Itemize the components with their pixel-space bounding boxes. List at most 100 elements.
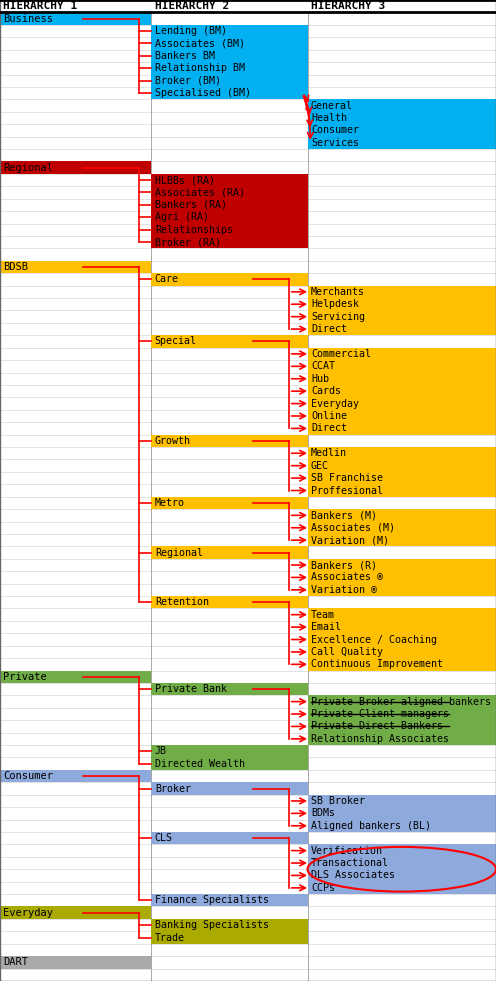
Bar [308,795,496,807]
Bar [151,186,308,199]
Text: DART: DART [3,957,28,967]
Text: Directed Wealth: Directed Wealth [155,758,245,769]
Text: Consumer: Consumer [3,771,54,781]
Text: Variation (M): Variation (M) [311,536,389,545]
Bar [151,832,308,845]
Bar [151,757,308,770]
Bar [151,894,308,906]
Text: Variation ®: Variation ® [311,585,377,594]
Bar [308,845,496,856]
Bar [308,112,496,125]
Bar [151,75,308,87]
Bar [151,931,308,944]
Text: Excellence / Coaching: Excellence / Coaching [311,635,437,645]
Text: Continuous Improvement: Continuous Improvement [311,659,443,669]
Bar [0,956,151,968]
Bar [308,360,496,373]
Bar [151,745,308,757]
Text: Banking Specialists: Banking Specialists [155,920,269,930]
Bar [308,882,496,894]
Bar [151,435,308,447]
Text: Hub: Hub [311,374,329,384]
Text: Trade: Trade [155,933,185,943]
Bar [151,496,308,509]
Text: Relationships: Relationships [155,225,233,234]
Text: Broker: Broker [155,784,191,794]
Bar [308,422,496,435]
Text: BDSB: BDSB [3,262,28,272]
Text: CLS: CLS [155,833,173,844]
Text: Relationship Associates: Relationship Associates [311,734,449,744]
Text: Private Bank: Private Bank [155,684,227,695]
Text: Private Direct Bankers: Private Direct Bankers [311,721,443,732]
Text: Commercial: Commercial [311,349,371,359]
Bar [308,0,496,13]
Text: Regional: Regional [3,163,54,173]
Bar [308,447,496,459]
Bar [151,683,308,696]
Text: Agri (RA): Agri (RA) [155,212,209,223]
Text: Bankers (RA): Bankers (RA) [155,200,227,210]
Bar [308,584,496,596]
Bar [308,559,496,571]
Bar [151,236,308,248]
Bar [151,87,308,99]
Bar [308,373,496,385]
Bar [308,720,496,733]
Text: Associates (BM): Associates (BM) [155,38,245,48]
Bar [308,819,496,832]
Text: Bankers (R): Bankers (R) [311,560,377,570]
Bar [308,136,496,149]
Bar [308,385,496,397]
Text: Care: Care [155,275,179,284]
Text: DLS Associates: DLS Associates [311,870,395,881]
Bar [151,336,308,347]
Bar [308,298,496,310]
Bar [0,162,151,174]
Bar [308,472,496,485]
Bar [308,522,496,534]
Text: Associates (RA): Associates (RA) [155,187,245,197]
Bar [308,99,496,112]
Text: SB Franchise: SB Franchise [311,473,383,483]
Bar [308,869,496,882]
Text: Everyday: Everyday [3,907,54,917]
Bar [308,608,496,621]
Bar [308,534,496,546]
Text: Servicing: Servicing [311,312,365,322]
Text: Merchants: Merchants [311,286,365,297]
Text: Email: Email [311,622,341,632]
Text: Medlin: Medlin [311,448,347,458]
Text: JB: JB [155,747,167,756]
Text: Bankers BM: Bankers BM [155,51,215,61]
Text: Transactional: Transactional [311,858,389,868]
Text: Consumer: Consumer [311,126,359,135]
Bar [308,509,496,522]
Text: Verification: Verification [311,846,383,855]
Bar [151,37,308,50]
Text: Direct: Direct [311,324,347,335]
Text: HLBBs (RA): HLBBs (RA) [155,175,215,185]
Bar [308,733,496,745]
Bar [151,224,308,236]
Text: Helpdesk: Helpdesk [311,299,359,309]
Bar [0,13,151,25]
Text: Broker (RA): Broker (RA) [155,237,221,247]
Bar [151,199,308,211]
Bar [151,50,308,62]
Bar [308,459,496,472]
Text: Specialised (BM): Specialised (BM) [155,88,251,98]
Bar [308,856,496,869]
Bar [0,261,151,273]
Bar [151,211,308,224]
Bar [308,658,496,671]
Text: Cards: Cards [311,387,341,396]
Text: HIERARCHY 3: HIERARCHY 3 [311,1,385,11]
Text: General: General [311,100,353,111]
Bar [308,347,496,360]
Bar [0,770,151,782]
Text: GEC: GEC [311,461,329,471]
Text: Everyday: Everyday [311,398,359,408]
Text: Bankers (M): Bankers (M) [311,510,377,520]
Bar [151,0,308,13]
